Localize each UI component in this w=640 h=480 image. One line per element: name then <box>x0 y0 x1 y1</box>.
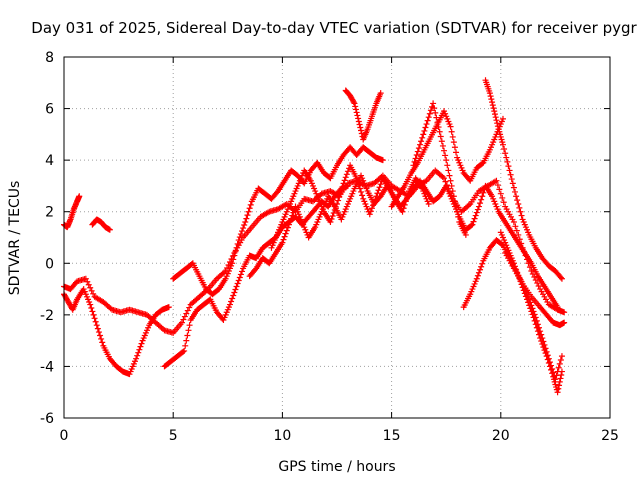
y-tick-label: -2 <box>40 308 54 324</box>
data-points <box>61 77 568 396</box>
y-tick-label: 2 <box>45 205 54 221</box>
y-axis-ticks: -6 -4 -2 0 2 4 6 8 <box>40 50 610 427</box>
series-track-g <box>342 87 384 143</box>
series-track-h <box>388 108 506 210</box>
x-tick-label: 5 <box>169 428 178 444</box>
series-points <box>388 108 506 210</box>
series-points <box>61 286 172 378</box>
x-axis-ticks: 0 5 10 15 20 25 <box>60 57 619 444</box>
plot-frame <box>63 56 611 419</box>
x-axis-label: GPS time / hours <box>278 459 395 475</box>
series-track-c <box>161 182 351 370</box>
y-tick-label: -4 <box>40 359 54 375</box>
x-tick-label: 0 <box>60 428 69 444</box>
series-points <box>89 216 113 233</box>
y-tick-label: 0 <box>45 256 54 272</box>
series-track-m <box>502 249 568 329</box>
x-tick-label: 15 <box>383 428 401 444</box>
series-track-f <box>170 144 386 298</box>
y-tick-label: 4 <box>45 153 54 169</box>
series-points <box>482 77 565 282</box>
x-tick-label: 25 <box>601 428 619 444</box>
series-track-j <box>482 77 565 282</box>
series-track-b <box>61 286 172 378</box>
series-points <box>161 182 351 370</box>
x-tick-label: 20 <box>492 428 510 444</box>
x-tick-label: 10 <box>273 428 291 444</box>
series-points <box>170 144 386 298</box>
y-axis-label: SDTVAR / TECUs <box>7 181 23 296</box>
y-tick-label: 6 <box>45 102 54 118</box>
chart-title: Day 031 of 2025, Sidereal Day-to-day VTE… <box>31 19 637 37</box>
series-track-o <box>246 172 561 311</box>
y-tick-label: 8 <box>45 50 54 66</box>
y-tick-label: -6 <box>40 411 54 427</box>
series-points <box>502 249 568 329</box>
series-points <box>246 172 561 311</box>
series-track-e <box>89 216 113 233</box>
series-points <box>342 87 384 143</box>
